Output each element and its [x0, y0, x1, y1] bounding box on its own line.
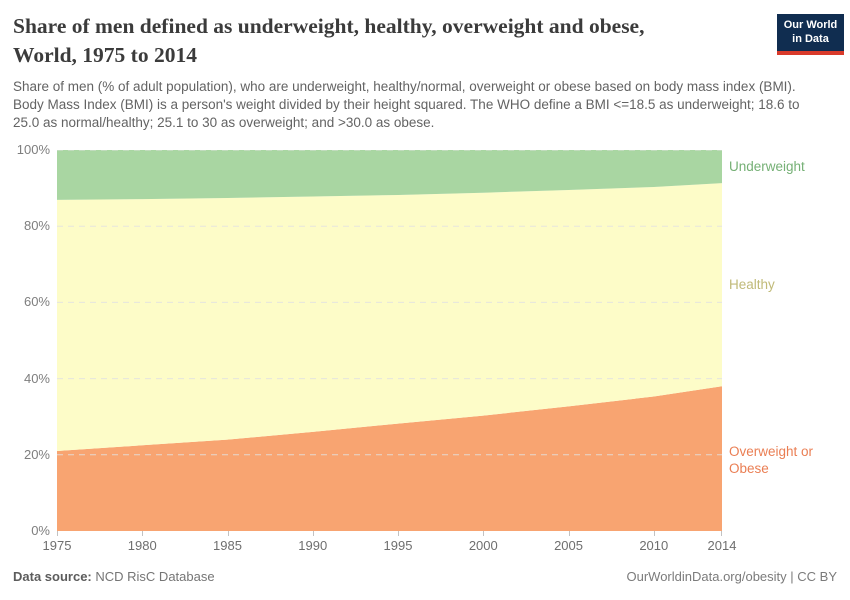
chart-footer: Data source: NCD RisC Database OurWorldi…	[13, 569, 837, 584]
stacked-area-plot[interactable]	[57, 150, 722, 531]
x-tick-label-2000: 2000	[468, 538, 498, 553]
x-tick-mark-2005	[568, 531, 570, 536]
x-tick-label-1980: 1980	[127, 538, 157, 553]
x-tick-label-1995: 1995	[383, 538, 413, 553]
area-healthy[interactable]	[57, 183, 722, 451]
owid-logo-text-line-1: Our World	[783, 19, 838, 31]
y-tick-label-100%: 100%	[16, 142, 50, 157]
x-tick-mark-1975	[57, 531, 58, 536]
y-tick-label-0%: 0%	[31, 523, 50, 538]
area-overweight-or-obese[interactable]	[57, 386, 722, 531]
x-tick-mark-1995	[398, 531, 400, 536]
y-tick-label-20%: 20%	[23, 446, 50, 462]
y-tick-label-60%: 60%	[23, 294, 50, 310]
legend-item-underweight[interactable]: Underweight	[729, 159, 805, 174]
x-tick-mark-1980	[142, 531, 144, 536]
data-source-value: NCD RisC Database	[95, 569, 215, 584]
x-tick-label-2010: 2010	[639, 538, 669, 553]
chart-header: Share of men defined as underweight, hea…	[13, 12, 800, 132]
y-tick-label-40%: 40%	[23, 370, 50, 386]
x-tick-label-1975: 1975	[42, 538, 72, 553]
page-title-line-2: World, 1975 to 2014	[13, 42, 197, 67]
page-title-line-1: Share of men defined as underweight, hea…	[13, 14, 645, 38]
owid-logo-text-line-2: in Data	[792, 32, 829, 45]
legend-item-healthy[interactable]: Healthy	[729, 277, 775, 292]
x-tick-mark-1990	[312, 531, 314, 536]
x-tick-label-1985: 1985	[213, 538, 242, 553]
x-tick-label-2014: 2014	[707, 538, 737, 553]
y-tick-label-80%: 80%	[23, 218, 50, 234]
legend-item-overweight-or-obese[interactable]: Overweight or Obese	[729, 444, 814, 476]
x-tick-mark-2010	[653, 531, 655, 536]
x-tick-label-1990: 1990	[298, 538, 328, 553]
area-underweight[interactable]	[57, 150, 722, 200]
data-source: Data source: NCD RisC Database	[13, 569, 215, 584]
data-source-label: Data source:	[13, 569, 92, 584]
x-tick-mark-1985	[227, 531, 229, 536]
x-tick-mark-2000	[483, 531, 485, 536]
x-tick-label-2005: 2005	[554, 538, 583, 553]
x-tick-mark-2014	[721, 531, 722, 536]
chart-subtitle: Share of men (% of adult population), wh…	[13, 79, 800, 131]
owid-logo[interactable]: Our World in Data	[777, 14, 844, 55]
owid-attribution-link[interactable]: OurWorldinData.org/obesity | CC BY	[626, 569, 838, 584]
plot-svg[interactable]	[57, 150, 722, 531]
